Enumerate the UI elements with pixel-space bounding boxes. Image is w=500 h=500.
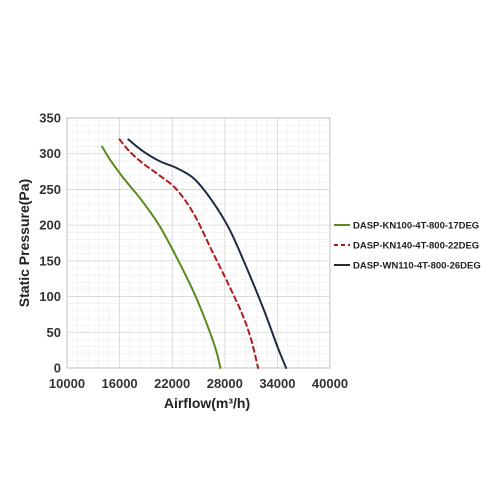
legend-label-1: DASP-KN100-4T-800-17DEG [353,221,479,232]
x-tick-label: 28000 [207,376,243,391]
legend-label-3: DASP-WN110-4T-800-26DEG [353,261,481,272]
y-tick-label: 50 [47,325,61,340]
plot-border [66,117,331,369]
x-tick-label: 10000 [49,376,85,391]
x-axis-title: Airflow(m³/h) [164,395,250,411]
series-line-1 [101,145,222,369]
series-line-2 [118,138,260,369]
x-tick-label: 40000 [312,376,348,391]
x-tick-label: 22000 [154,376,190,391]
y-tick-label: 0 [54,361,61,376]
y-tick-label: 300 [39,146,61,161]
y-axis-title: Static Pressure(Pa) [16,179,32,307]
tick-labels: 10000 16000 22000 28000 34000 40000 0 50 100 150 2… [39,111,348,392]
series-layer [101,138,288,369]
series-line-3 [127,138,288,369]
x-tick-label: 16000 [102,376,138,391]
x-tick-label: 34000 [259,376,295,391]
axes [66,117,331,369]
y-tick-label: 250 [39,182,61,197]
y-tick-label: 150 [39,253,61,268]
legend-label-2: DASP-KN140-4T-800-22DEG [353,241,479,252]
y-tick-label: 350 [39,111,61,126]
legend: DASP-KN100-4T-800-17DEG DASP-KN140-4T-800… [334,221,481,272]
y-tick-label: 100 [39,289,61,304]
y-tick-label: 200 [39,218,61,233]
